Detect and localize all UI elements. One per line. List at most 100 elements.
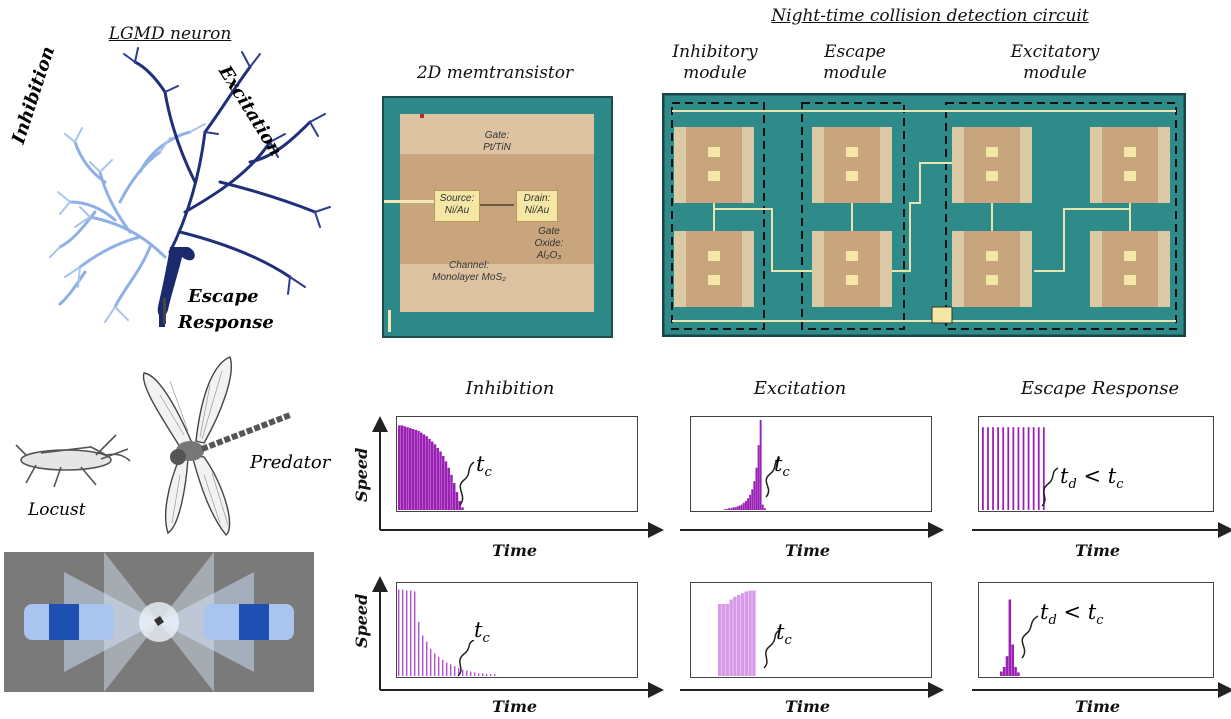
bar	[763, 508, 766, 510]
device-tile	[1090, 127, 1170, 203]
tc-label-inhibition-bottom: tc	[474, 618, 490, 647]
bar	[1008, 599, 1012, 676]
drain-label-line2: Ni/Au	[524, 205, 550, 216]
bar	[434, 653, 436, 676]
col-title-escape: Escape Response	[1020, 378, 1180, 399]
bar	[400, 425, 404, 510]
device-tile	[812, 231, 892, 307]
bar	[494, 674, 496, 676]
bar	[461, 507, 464, 510]
bar	[728, 508, 731, 510]
bar	[736, 506, 739, 510]
bar	[997, 427, 1000, 510]
plot-escape-top	[978, 416, 1214, 512]
bar	[442, 456, 445, 510]
bar	[744, 591, 749, 676]
bar	[1007, 427, 1010, 510]
drain-pad	[516, 190, 558, 222]
bar	[490, 674, 492, 676]
bar	[718, 604, 722, 676]
xlabel-escape-bottom: Time	[1075, 697, 1121, 716]
tc-label-excitation-top: tc	[774, 452, 790, 481]
plot-inhibition-top	[396, 416, 638, 512]
oxide-label-line3: Al₂O₃	[536, 250, 562, 261]
bar	[470, 671, 472, 676]
bar	[737, 595, 741, 676]
bar	[1017, 427, 1020, 510]
bar	[422, 434, 426, 510]
bar	[1037, 427, 1040, 510]
bar	[436, 447, 439, 510]
bar	[755, 467, 758, 510]
bar	[749, 494, 752, 510]
source-label-line1: Source:	[439, 193, 475, 204]
neuron-title: LGMD neuron	[108, 24, 232, 44]
bar	[1005, 656, 1009, 676]
xlabel-inhibition-top: Time	[492, 541, 538, 560]
module-escape: Escape module	[823, 42, 887, 83]
bar	[409, 428, 412, 510]
lgmd-neuron-illustration	[49, 47, 331, 327]
tc-label-excitation-bottom: tc	[776, 620, 792, 649]
bar	[761, 504, 764, 510]
gate-label-line1: Gate:	[484, 130, 510, 141]
device-tile	[674, 127, 754, 203]
bar	[411, 429, 415, 510]
device-tile	[674, 231, 754, 307]
bar	[439, 451, 442, 510]
bar	[1012, 427, 1015, 510]
bar	[721, 604, 726, 676]
bar	[453, 483, 456, 510]
bar	[734, 507, 737, 510]
bar	[729, 599, 733, 676]
device-tile	[812, 127, 892, 203]
bar	[425, 436, 428, 510]
bar	[759, 420, 762, 510]
bar	[1000, 671, 1003, 676]
bar	[1017, 672, 1020, 676]
xlabel-excitation-bottom: Time	[785, 697, 831, 716]
bar	[982, 427, 984, 510]
bar	[438, 657, 440, 676]
bar	[757, 445, 760, 510]
bar	[1002, 667, 1006, 676]
bar	[418, 622, 420, 676]
bar	[1022, 427, 1025, 510]
bar	[1014, 667, 1017, 676]
bar	[738, 505, 741, 510]
bar	[444, 461, 448, 510]
night-scene	[4, 552, 314, 692]
bar	[740, 504, 743, 510]
bar	[751, 489, 754, 510]
predator-label: Predator	[250, 452, 331, 473]
device-tile	[952, 231, 1032, 307]
bar	[417, 430, 420, 510]
bar	[420, 432, 423, 510]
locust-label: Locust	[28, 500, 86, 520]
plot-inhibition-bottom	[396, 582, 638, 678]
bar	[466, 670, 468, 676]
bar	[447, 467, 450, 510]
bar	[454, 666, 456, 676]
bar	[430, 649, 432, 676]
channel-label-line1: Channel:	[448, 260, 490, 271]
escape-arrow	[163, 298, 166, 324]
bar	[482, 673, 484, 676]
bar	[474, 672, 476, 676]
bar	[458, 501, 461, 510]
bar	[724, 509, 726, 510]
bar	[403, 426, 406, 510]
bar	[752, 590, 756, 676]
xlabel-escape-top: Time	[1075, 541, 1121, 560]
bar	[1032, 427, 1035, 510]
source-pad	[434, 190, 480, 222]
channel-label-line2: Monolayer MoS₂	[432, 272, 506, 283]
bar	[748, 590, 752, 676]
xlabel-excitation-top: Time	[785, 541, 831, 560]
bar	[740, 593, 745, 676]
xlabel-inhibition-bottom: Time	[492, 697, 538, 716]
bar	[450, 664, 452, 676]
oxide-label-line2: Oxide:	[534, 238, 564, 249]
bar	[478, 673, 480, 676]
bar	[402, 589, 404, 676]
